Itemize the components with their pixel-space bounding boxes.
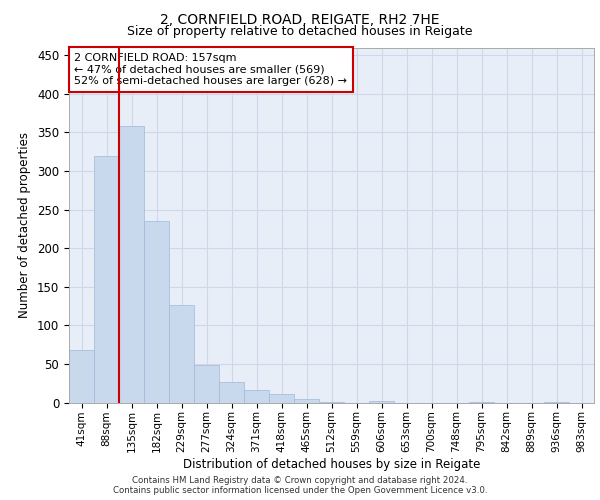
Y-axis label: Number of detached properties: Number of detached properties xyxy=(19,132,31,318)
Bar xyxy=(194,366,219,403)
Bar xyxy=(269,394,294,402)
Bar xyxy=(69,350,94,403)
Text: Size of property relative to detached houses in Reigate: Size of property relative to detached ho… xyxy=(127,25,473,38)
Bar xyxy=(369,401,394,402)
Bar xyxy=(94,156,119,402)
X-axis label: Distribution of detached houses by size in Reigate: Distribution of detached houses by size … xyxy=(183,458,480,471)
Bar xyxy=(219,382,244,402)
Text: 2, CORNFIELD ROAD, REIGATE, RH2 7HE: 2, CORNFIELD ROAD, REIGATE, RH2 7HE xyxy=(160,12,440,26)
Bar xyxy=(244,390,269,402)
Bar xyxy=(294,398,319,402)
Bar xyxy=(119,126,144,402)
Bar xyxy=(144,221,169,402)
Text: Contains HM Land Registry data © Crown copyright and database right 2024.
Contai: Contains HM Land Registry data © Crown c… xyxy=(113,476,487,495)
Bar xyxy=(169,306,194,402)
Text: 2 CORNFIELD ROAD: 157sqm
← 47% of detached houses are smaller (569)
52% of semi-: 2 CORNFIELD ROAD: 157sqm ← 47% of detach… xyxy=(74,53,347,86)
